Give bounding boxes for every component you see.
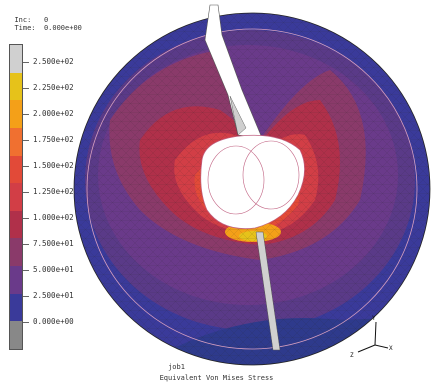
scale-tick xyxy=(23,321,29,323)
plot-footer-label: Equivalent Von Mises Stress xyxy=(159,374,274,382)
scale-tick xyxy=(23,139,29,141)
scale-label: 7.500e+01 xyxy=(33,238,74,248)
inc-label: Inc: xyxy=(14,16,32,24)
scale-band xyxy=(10,183,22,211)
scale-label: 1.250e+02 xyxy=(33,186,74,196)
inc-readout: Inc: 0 xyxy=(6,7,48,25)
scale-label: 2.500e+02 xyxy=(33,57,74,66)
scale-tick xyxy=(23,191,29,193)
scale-tick xyxy=(23,269,29,271)
scale-band xyxy=(10,293,22,322)
scale-label: 2.500e+01 xyxy=(33,290,74,300)
job-name: job1 xyxy=(168,363,185,371)
scale-band xyxy=(10,210,22,239)
scale-label: 1.500e+02 xyxy=(33,160,74,170)
time-label: Time: xyxy=(14,24,36,32)
scale-band xyxy=(10,100,22,128)
inc-value: 0 xyxy=(43,16,49,24)
hole-left-circle xyxy=(207,145,265,215)
scale-tick xyxy=(23,217,29,219)
scale-band xyxy=(10,155,22,184)
scale-label: 1.750e+02 xyxy=(33,134,74,144)
hole-right-circle xyxy=(242,140,300,210)
scale-tick xyxy=(23,165,29,167)
scale-label: 2.250e+02 xyxy=(33,82,74,92)
scale-label: 2.000e+02 xyxy=(33,108,74,118)
scale-band xyxy=(10,45,22,73)
scale-tick xyxy=(23,87,29,89)
center-hole xyxy=(200,134,305,229)
scale-tick xyxy=(23,62,29,63)
scale-label: 5.000e+01 xyxy=(33,264,74,274)
lower-crack xyxy=(255,231,281,351)
inner-ring xyxy=(86,28,418,350)
crack-wedge xyxy=(229,95,247,136)
axis-z-label: Z xyxy=(350,352,354,359)
scale-tick xyxy=(23,113,29,115)
scale-tick xyxy=(23,243,29,245)
axis-x-label: X xyxy=(389,345,393,352)
scale-band xyxy=(10,238,22,267)
scale-band xyxy=(10,127,22,156)
scale-label: 0.000e+00 xyxy=(33,316,74,326)
axis-y-label: Y xyxy=(372,315,376,322)
disk-outline xyxy=(73,12,431,366)
time-value: 0.000e+00 xyxy=(43,24,82,32)
time-readout: Time: 0.000e+00 xyxy=(6,15,82,33)
color-scale-bar xyxy=(9,44,23,350)
scale-tick xyxy=(23,295,29,297)
scale-band xyxy=(10,266,22,294)
scale-band xyxy=(10,72,22,101)
scale-band xyxy=(10,321,22,349)
scale-label: 1.000e+02 xyxy=(33,212,74,222)
axis-triad xyxy=(357,321,389,353)
